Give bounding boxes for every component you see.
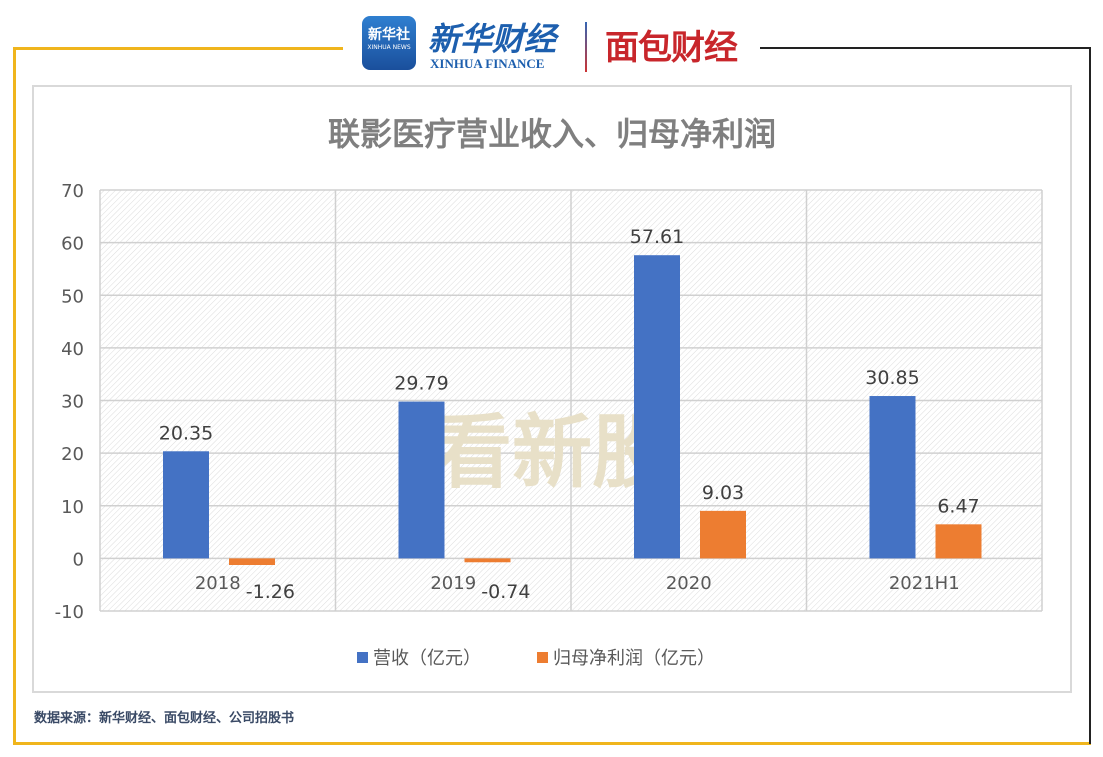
y-tick-label: 40 bbox=[61, 339, 84, 360]
bar-revenue bbox=[398, 401, 445, 559]
mianbao-finance-logo: 面包财经 bbox=[605, 28, 738, 68]
data-label: 9.03 bbox=[702, 482, 744, 504]
bar-profit bbox=[464, 558, 511, 563]
bar-profit bbox=[935, 524, 982, 559]
frame-border-top-right bbox=[760, 47, 1091, 49]
y-tick-label: 0 bbox=[73, 549, 84, 570]
data-label: -1.26 bbox=[246, 581, 295, 603]
x-tick-label: 2018 bbox=[195, 573, 241, 594]
frame-border-top bbox=[13, 47, 343, 50]
chart-title: 联影医疗营业收入、归母净利润 bbox=[328, 115, 776, 153]
y-tick-label: 70 bbox=[61, 181, 84, 202]
legend-label: 归母净利润（亿元） bbox=[553, 648, 715, 669]
frame-border-right bbox=[1089, 47, 1091, 744]
bar-revenue bbox=[869, 396, 916, 559]
y-tick-label: -10 bbox=[55, 602, 84, 623]
logo-subtext: XINHUA NEWS bbox=[367, 44, 411, 51]
logo-divider bbox=[585, 22, 587, 72]
frame-border-left bbox=[13, 48, 16, 745]
y-tick-label: 10 bbox=[61, 497, 84, 518]
x-tick-label: 2021H1 bbox=[889, 573, 960, 594]
xinhua-news-logo: 新华社 XINHUA NEWS bbox=[362, 16, 416, 70]
x-tick-label: 2019 bbox=[430, 573, 476, 594]
data-label: 57.61 bbox=[630, 226, 684, 248]
data-label: -0.74 bbox=[481, 581, 530, 603]
logo-text: 新华社 bbox=[368, 27, 410, 43]
y-tick-label: 60 bbox=[61, 234, 84, 255]
y-tick-label: 20 bbox=[61, 444, 84, 465]
bar-profit bbox=[700, 510, 746, 559]
legend-label: 营收（亿元） bbox=[373, 648, 481, 669]
data-label: 30.85 bbox=[865, 367, 919, 389]
data-label: 6.47 bbox=[937, 495, 979, 517]
frame-border-bottom bbox=[13, 742, 1091, 745]
data-source: 数据来源：新华财经、面包财经、公司招股书 bbox=[34, 711, 295, 726]
legend-swatch bbox=[537, 652, 548, 663]
chart-area bbox=[32, 85, 1072, 693]
y-tick-label: 50 bbox=[61, 286, 84, 307]
bar-revenue bbox=[163, 451, 209, 559]
watermark: 看新股 bbox=[432, 406, 672, 499]
xinhua-finance-logo: 新华财经 bbox=[428, 20, 557, 58]
xinhua-finance-logo-en: XINHUA FINANCE bbox=[430, 56, 545, 71]
y-tick-label: 30 bbox=[61, 392, 84, 413]
bar-revenue bbox=[634, 255, 680, 559]
data-label: 29.79 bbox=[394, 373, 448, 395]
x-tick-label: 2020 bbox=[666, 573, 712, 594]
legend-swatch bbox=[357, 652, 368, 663]
bar-profit bbox=[229, 558, 275, 566]
data-label: 20.35 bbox=[159, 422, 213, 444]
